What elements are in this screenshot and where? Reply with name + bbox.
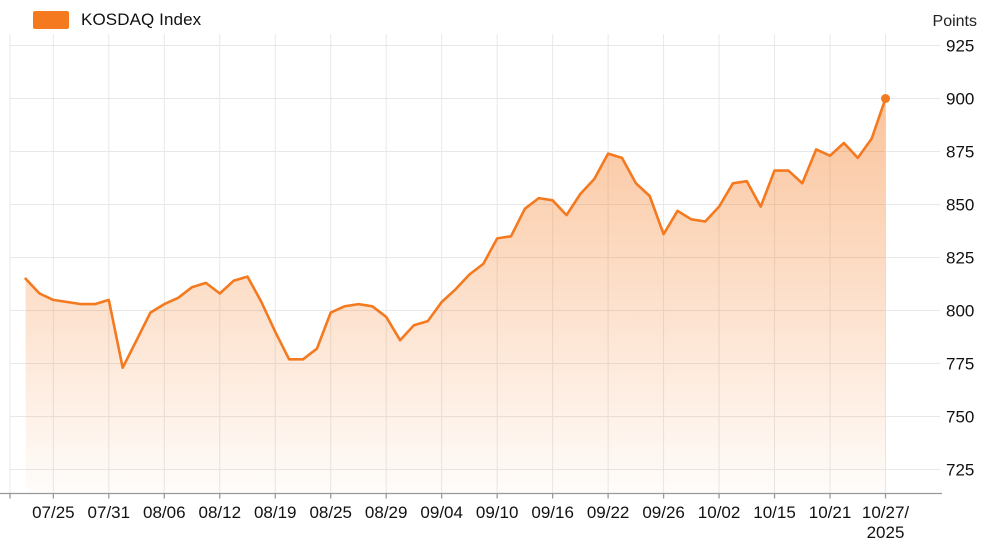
x-axis-tick-label: 07/31 <box>88 503 131 522</box>
y-axis-tick-label: 825 <box>946 249 974 268</box>
series-end-dot <box>881 94 890 103</box>
x-axis-tick-label: 09/10 <box>476 503 519 522</box>
y-axis-tick-label: 925 <box>946 37 974 56</box>
x-axis-tick-label: 08/29 <box>365 503 408 522</box>
x-axis-tick-label: 09/04 <box>420 503 463 522</box>
x-axis-tick-label: 09/16 <box>531 503 574 522</box>
y-axis-tick-label: 900 <box>946 90 974 109</box>
legend-swatch-icon <box>33 11 69 29</box>
x-axis-tick-label: 10/15 <box>753 503 796 522</box>
x-axis-tick-label: 09/26 <box>642 503 685 522</box>
x-axis-tick-label: 08/12 <box>198 503 241 522</box>
x-axis-tick-label: 08/25 <box>309 503 352 522</box>
legend: KOSDAQ Index <box>33 10 201 30</box>
legend-label: KOSDAQ Index <box>81 10 202 29</box>
y-axis-unit-label: Points <box>932 13 977 30</box>
y-axis-tick-label: 775 <box>946 355 974 374</box>
x-axis-tick-label: 10/02 <box>698 503 741 522</box>
x-axis-tick-label: 08/19 <box>254 503 297 522</box>
y-axis-tick-label: 850 <box>946 196 974 215</box>
x-axis-tick-label-line2: 2025 <box>867 523 905 542</box>
series-area-fill <box>25 98 886 494</box>
y-axis-tick-label: 750 <box>946 408 974 427</box>
y-axis-tick-label: 800 <box>946 302 974 321</box>
series-line <box>24 97 887 369</box>
x-axis-tick-label: 10/21 <box>809 503 852 522</box>
x-axis-tick-label: 08/06 <box>143 503 186 522</box>
x-axis-tick-label: 09/22 <box>587 503 630 522</box>
y-axis-tick-label: 875 <box>946 143 974 162</box>
y-axis-tick-label: 725 <box>946 461 974 480</box>
x-axis-tick-label: 07/25 <box>32 503 75 522</box>
x-axis-tick-label: 10/27/ <box>862 503 910 522</box>
